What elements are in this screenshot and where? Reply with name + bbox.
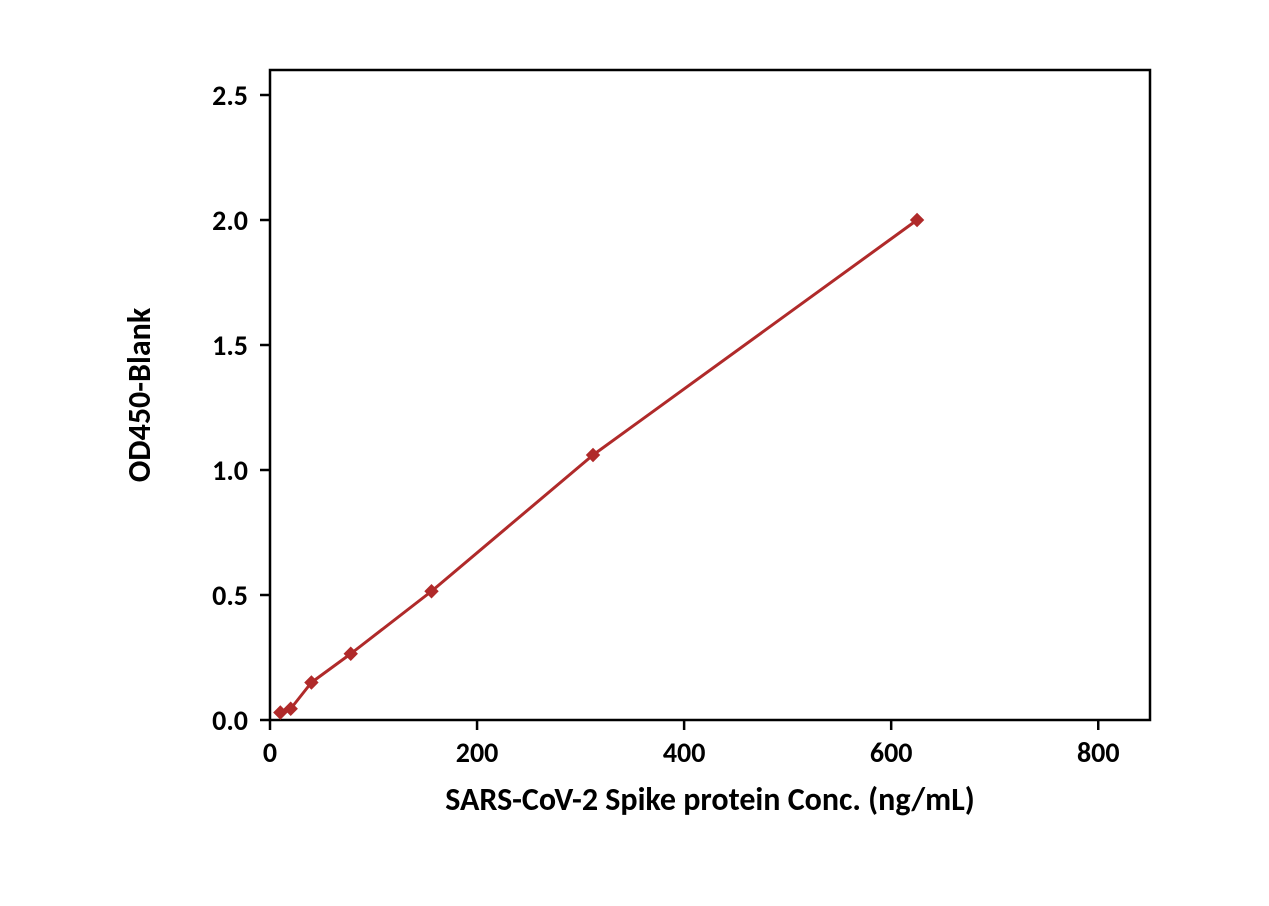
- chart-background: [0, 0, 1269, 906]
- chart-svg: 0 200 400 600 800 0.0 0.5 1.0 1.5 2.0 2.5 SARS-CoV-…: [0, 0, 1269, 906]
- x-tick-label: 800: [1077, 735, 1120, 770]
- y-tick-label: 0.0: [212, 703, 248, 738]
- x-tick-label: 600: [870, 735, 913, 770]
- y-tick-label: 1.5: [212, 328, 248, 363]
- y-tick-label: 2.5: [212, 78, 248, 113]
- y-tick-label: 0.5: [212, 578, 248, 613]
- x-tick-label: 0: [263, 735, 277, 770]
- y-tick-label: 1.0: [212, 453, 248, 488]
- x-tick-label: 400: [663, 735, 706, 770]
- x-axis-title: SARS-CoV-2 Spike protein Conc. (ng/mL): [445, 780, 974, 819]
- y-tick-label: 2.0: [212, 203, 248, 238]
- y-axis-title: OD450-Blank: [120, 307, 159, 482]
- chart-container: 0 200 400 600 800 0.0 0.5 1.0 1.5 2.0 2.5 SARS-CoV-…: [0, 0, 1269, 906]
- x-tick-label: 200: [456, 735, 499, 770]
